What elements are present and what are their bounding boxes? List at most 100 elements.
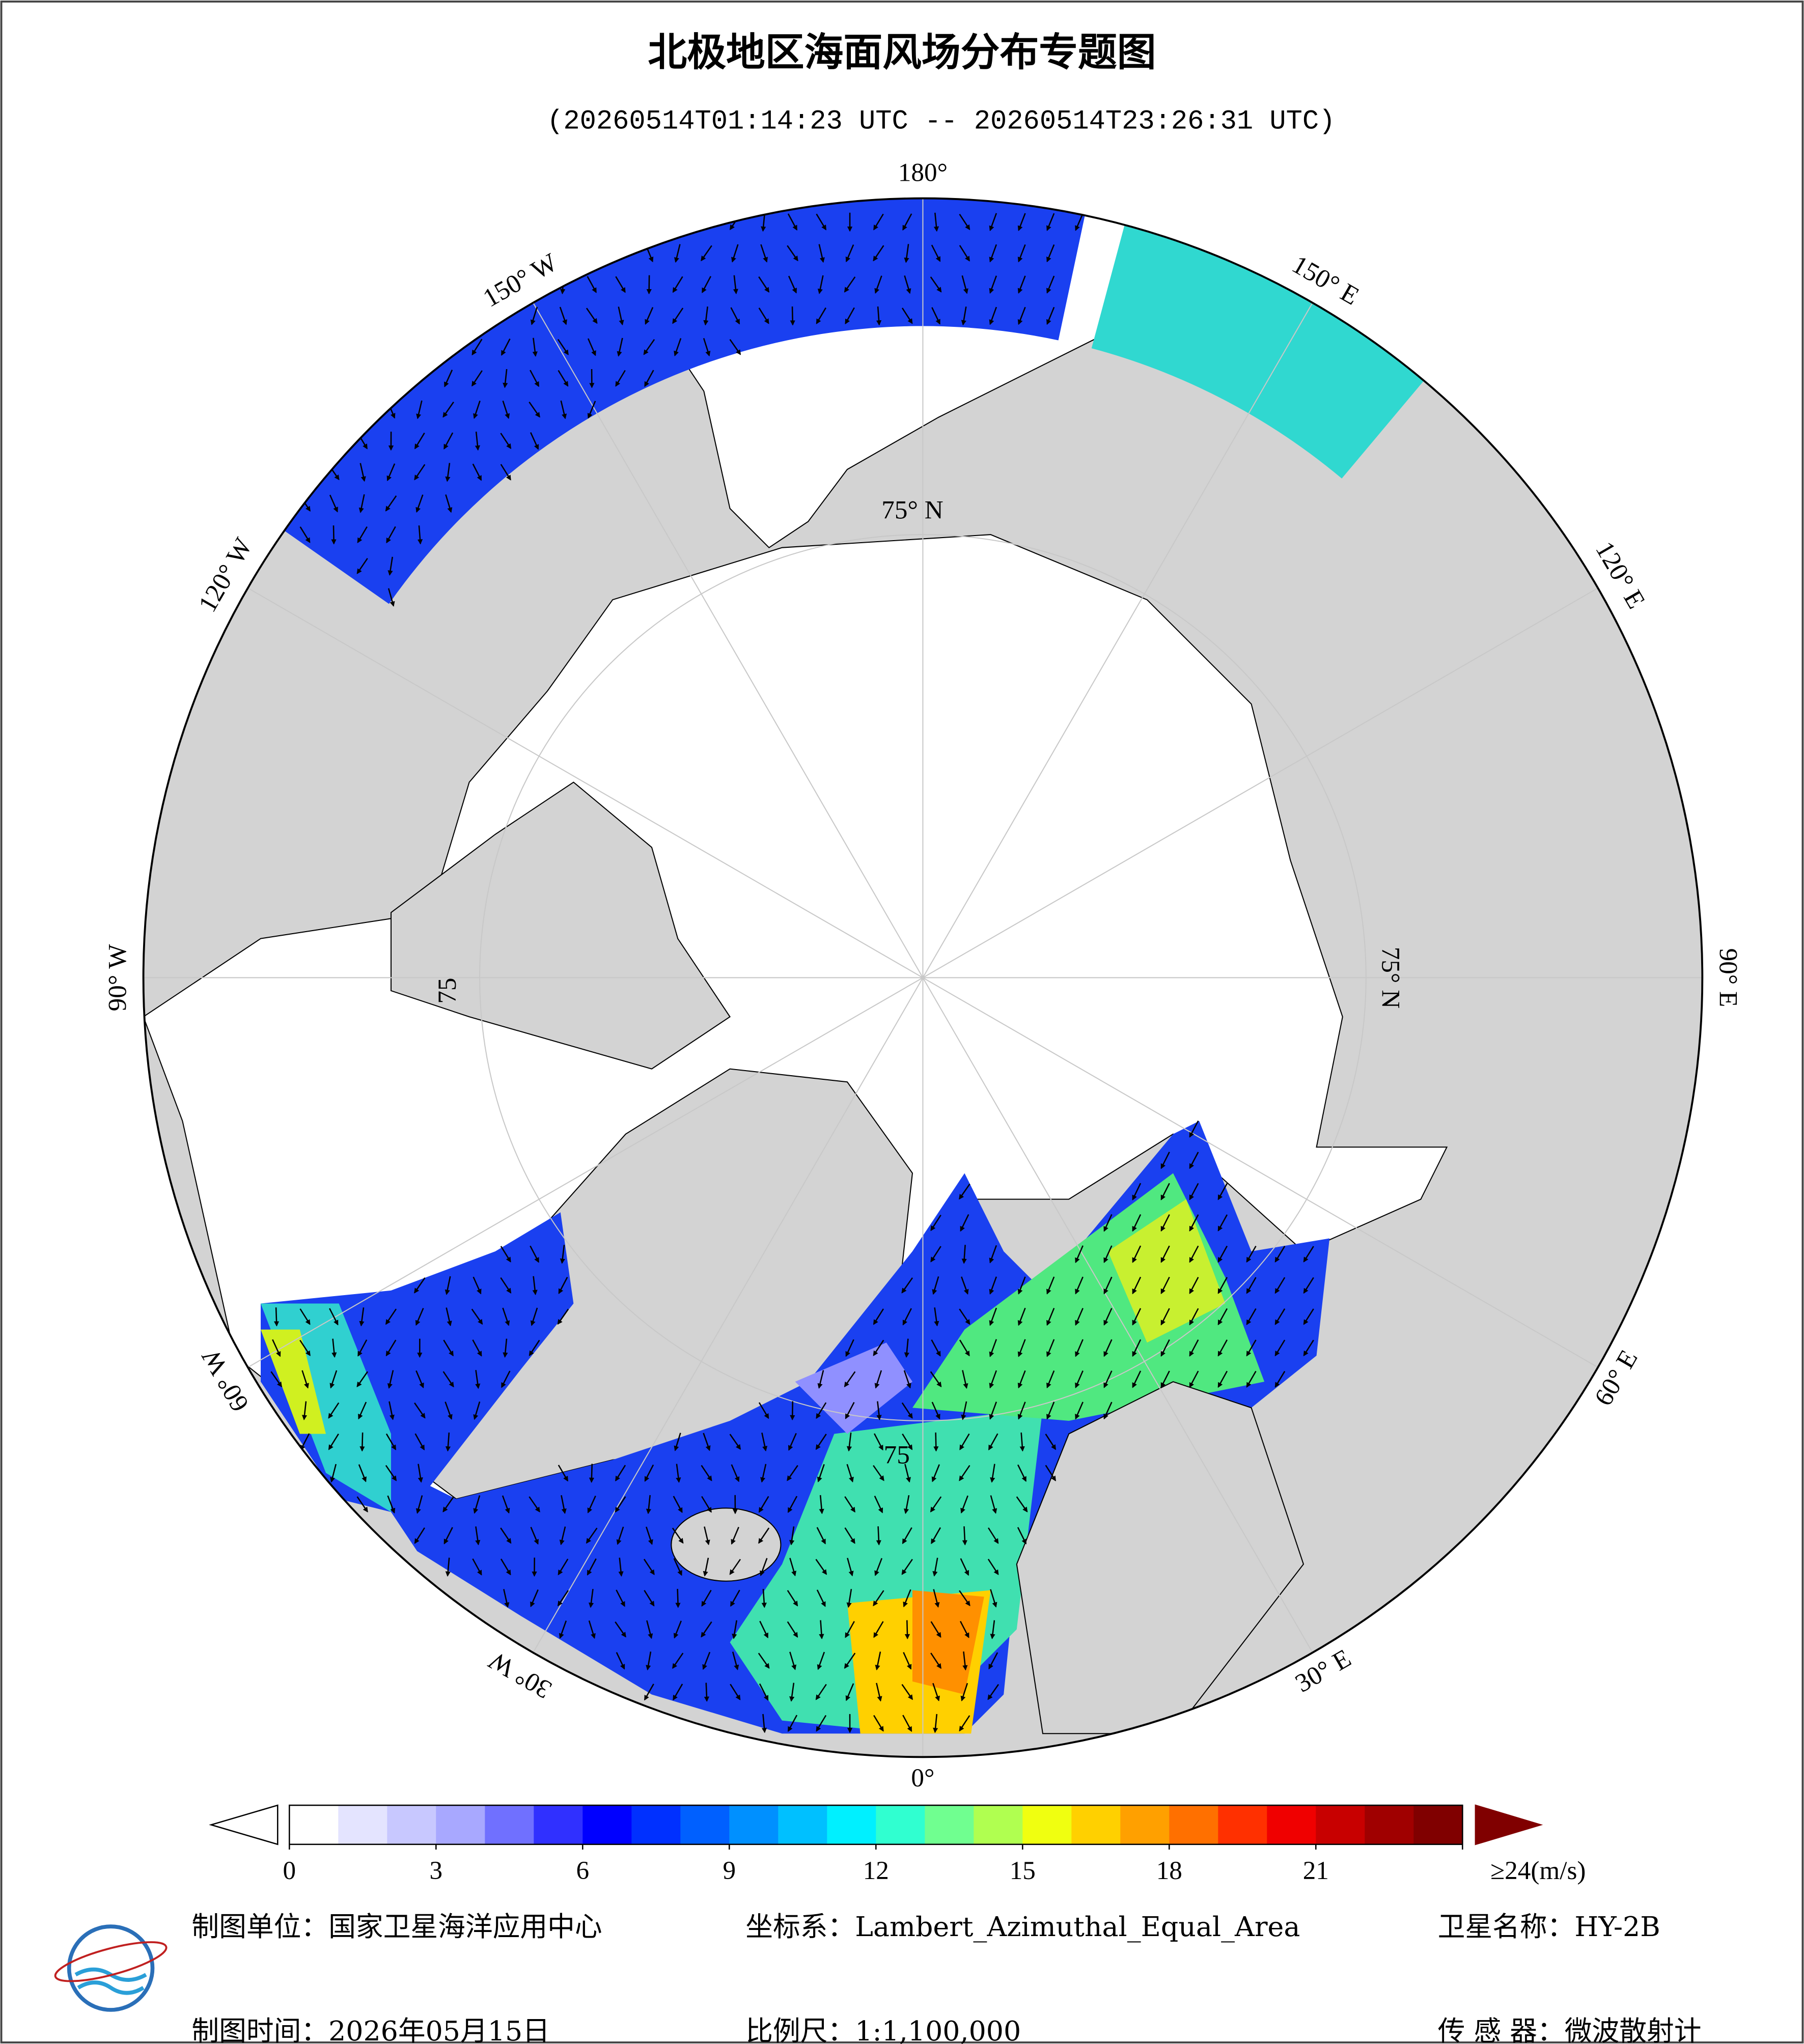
footer-crs: 坐标系：Lambert_Azimuthal_Equal_Area (745, 1911, 1300, 1943)
colorbar-under (209, 1804, 279, 1845)
wind-arrow (530, 370, 540, 387)
wind-arrow (901, 1684, 913, 1700)
colorbar-over (1475, 1804, 1543, 1845)
wind-arrow (299, 1339, 311, 1356)
wind-arrow (729, 1434, 741, 1450)
wind-arrow (960, 1620, 969, 1638)
wind-arrow (873, 1339, 884, 1356)
wind-arrow (1075, 1276, 1084, 1295)
wind-arrow (930, 1496, 942, 1513)
wind-arrow (645, 307, 654, 325)
wind-arrow (586, 307, 598, 324)
colorbar-tick-label: 6 (576, 1856, 590, 1885)
meridian (922, 302, 1313, 978)
wind-arrow (1045, 1465, 1057, 1481)
wind-arrow (930, 1214, 941, 1231)
wind-arrow (561, 1495, 567, 1514)
wind-arrow (962, 1651, 968, 1671)
wind-arrow (1274, 1246, 1286, 1263)
wind-arrow (1075, 1245, 1084, 1264)
wind-arrow (502, 400, 510, 419)
wind-arrow (1103, 1370, 1113, 1388)
wind-arrow (960, 1214, 969, 1232)
wind-arrow (500, 1277, 512, 1294)
wind-arrow (1103, 1276, 1113, 1295)
wind-arrow (989, 306, 997, 325)
wind-arrow (989, 275, 997, 294)
wind-arrow (758, 307, 769, 324)
wind-arrow (760, 1558, 768, 1576)
wind-arrow (845, 307, 855, 325)
wind-arrow (845, 1402, 855, 1419)
colorbar-swatch (1071, 1805, 1121, 1844)
wind-arrow (933, 212, 939, 232)
wind-arrow (299, 526, 311, 543)
wind-arrow (301, 1401, 308, 1420)
wind-arrow (672, 276, 683, 293)
wind-arrow (617, 338, 623, 357)
wind-arrow (415, 1495, 423, 1514)
wind-arrow (532, 1276, 538, 1296)
wind-arrow (787, 1715, 798, 1732)
wind-arrow (731, 244, 739, 263)
wind-arrow (1246, 1246, 1257, 1263)
wind-arrow (416, 400, 423, 419)
wind-arrow (702, 276, 711, 293)
meridian-label: 90° E (1714, 948, 1743, 1007)
wind-arrow (959, 1433, 970, 1450)
wind-arrow (560, 400, 567, 419)
wind-arrow (445, 1432, 451, 1452)
wind-arrow (644, 1684, 654, 1701)
colorbar-swatch (387, 1805, 437, 1844)
wind-arrow (587, 338, 596, 356)
wind-arrow (703, 1433, 711, 1451)
wind-arrow (989, 1245, 997, 1264)
wind-arrow (615, 1465, 626, 1481)
wind-arrow (1160, 1183, 1170, 1200)
colorbar-swatch (974, 1805, 1023, 1844)
wind-arrow (1246, 1370, 1257, 1388)
wind-arrow (787, 1621, 798, 1638)
footer-unit: 制图单位：国家卫星海洋应用中心 (191, 1911, 602, 1943)
wind-arrow (904, 244, 909, 263)
wind-arrow (787, 213, 798, 231)
wind-arrow (559, 1620, 567, 1639)
wind-arrow (733, 275, 738, 295)
wind-arrow (1103, 1245, 1113, 1264)
wind-arrow (1017, 213, 1026, 231)
wind-arrow (1189, 1370, 1199, 1388)
colorbar-tick-label: 12 (863, 1856, 889, 1885)
wind-arrow (761, 1433, 768, 1452)
wind-arrow (990, 1589, 997, 1608)
colorbar-swatch (925, 1805, 975, 1844)
colorbar-swatch (876, 1805, 926, 1844)
wind-arrow (758, 1402, 769, 1419)
wind-arrow (1246, 1339, 1257, 1357)
wind-arrow (674, 338, 682, 356)
wind-arrow (329, 494, 338, 513)
wind-arrow (272, 1339, 281, 1357)
wind-arrow (901, 307, 913, 324)
wind-arrow (875, 1651, 881, 1671)
wind-arrow (874, 1495, 883, 1514)
colorbar-swatch (631, 1805, 681, 1844)
wind-arrow (615, 276, 626, 293)
wind-arrow (414, 432, 425, 450)
wind-arrow (1217, 1183, 1228, 1200)
wind-arrow (387, 1370, 394, 1389)
wind-arrow (1046, 1339, 1055, 1357)
wind-arrow (443, 1339, 454, 1357)
colorbar-swatch (338, 1805, 388, 1844)
wind-arrow (787, 1590, 798, 1607)
parallel-label: 75° N (881, 495, 943, 524)
parallel (479, 534, 1367, 1421)
wind-arrow (989, 1370, 997, 1389)
wind-arrow (732, 1620, 738, 1639)
colorbar-tick-label: 21 (1303, 1856, 1329, 1885)
wind-arrow (961, 275, 968, 294)
wind-arrow (1075, 1339, 1084, 1357)
wind-arrow (959, 1308, 970, 1325)
wind-arrow (1303, 1277, 1314, 1294)
wind-arrow (1217, 1370, 1228, 1388)
wind-arrow (902, 1308, 912, 1326)
